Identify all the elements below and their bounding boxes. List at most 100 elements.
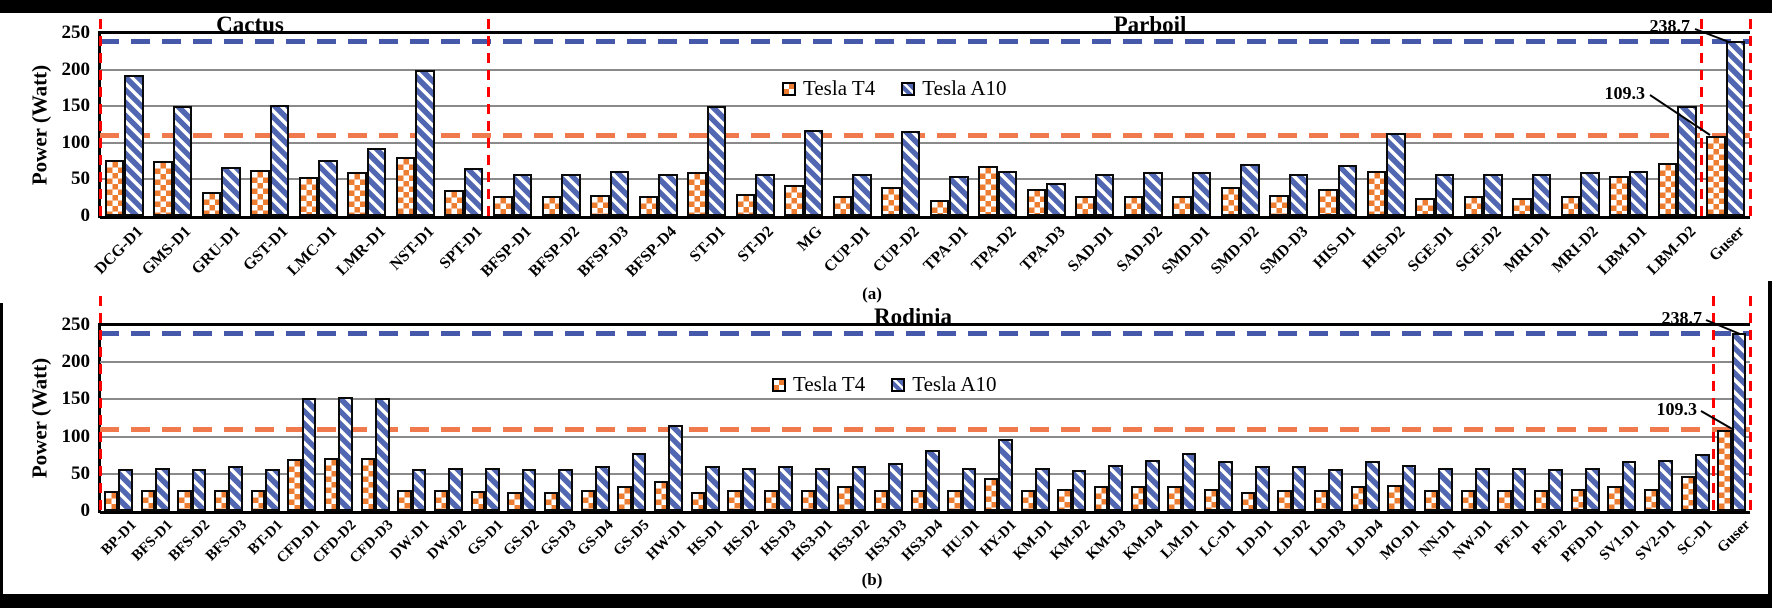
bar	[1269, 194, 1289, 216]
y-tick-label: 0	[80, 205, 91, 226]
bar	[1020, 490, 1035, 511]
bar	[609, 171, 630, 216]
bar	[301, 397, 317, 511]
bar	[1483, 173, 1503, 216]
bar	[1621, 461, 1637, 511]
bar	[1607, 486, 1622, 511]
gridline-200	[100, 68, 1750, 71]
bar	[1313, 490, 1329, 511]
gridline-50	[100, 178, 1750, 181]
bar	[558, 468, 573, 511]
bar	[961, 467, 977, 511]
gridline-150	[100, 105, 1750, 108]
bar	[444, 189, 464, 216]
x-category-label: Guser	[1713, 517, 1753, 557]
bar	[741, 467, 757, 511]
legend-item: Tesla A10	[891, 372, 997, 397]
bar	[1181, 452, 1197, 511]
y-tick-label: 250	[61, 22, 91, 43]
bar	[852, 174, 872, 216]
x-category-label: LM-D1	[1158, 517, 1203, 562]
bar	[103, 490, 119, 511]
bar	[1145, 460, 1160, 511]
bar	[837, 486, 852, 511]
bar	[617, 486, 632, 511]
x-category-label: GS-D1	[464, 517, 507, 559]
bar	[690, 492, 705, 511]
gridline-150	[100, 398, 1750, 401]
bar	[653, 481, 669, 511]
bar	[1350, 486, 1365, 511]
x-category-label: GS-D3	[537, 517, 580, 559]
bar	[124, 75, 144, 216]
bar	[1387, 484, 1402, 511]
bar	[1475, 467, 1490, 511]
bar	[347, 172, 367, 216]
legend: Tesla T4 Tesla A10	[772, 372, 997, 397]
bar	[1191, 172, 1212, 216]
y-tick-label: 50	[71, 168, 90, 190]
caption-panel-b: (b)	[861, 570, 883, 589]
bar	[375, 397, 390, 511]
annotation-value: 109.3	[1656, 399, 1698, 419]
bar	[1277, 490, 1292, 511]
frame-bottom-bar	[0, 594, 1772, 608]
y-tick-label: 100	[61, 131, 91, 153]
plot-top-border	[100, 323, 1750, 326]
bar	[658, 173, 678, 216]
bar	[997, 170, 1018, 216]
bar	[1585, 467, 1600, 511]
bar	[755, 174, 775, 216]
bar	[668, 424, 683, 511]
bar	[1423, 490, 1439, 511]
legend-item: Tesla T4	[772, 372, 865, 397]
bar	[910, 490, 925, 511]
x-category-label: NW-D1	[1450, 517, 1497, 563]
plot-top-border	[100, 31, 1750, 34]
bar	[1386, 133, 1406, 216]
annotation-value: 238.7	[1661, 308, 1703, 328]
bar	[1643, 488, 1659, 511]
bar	[1167, 486, 1182, 511]
legend-marker-tesla-a10	[901, 81, 916, 96]
y-tick-label: 250	[61, 314, 91, 335]
y-tick-label: 200	[61, 58, 91, 80]
bar	[269, 105, 290, 216]
bar	[590, 194, 610, 216]
bar	[201, 191, 222, 216]
bar	[177, 490, 192, 511]
bar	[1512, 197, 1532, 216]
bar	[1717, 429, 1732, 511]
bar	[338, 397, 353, 511]
ref-line-238.7	[100, 330, 1750, 336]
bar	[983, 477, 999, 511]
bar	[1218, 461, 1233, 511]
bar	[493, 195, 513, 216]
separator-line	[98, 2, 102, 216]
x-category-label: KM-D4	[1120, 517, 1167, 564]
legend-marker-tesla-t4	[772, 377, 786, 392]
ref-line-109.3	[100, 427, 1750, 433]
bar	[172, 106, 193, 216]
bar	[815, 467, 830, 511]
bar	[140, 490, 155, 511]
legend-label: Tesla T4	[803, 76, 876, 100]
y-tick-label: 150	[61, 388, 91, 410]
y-tick-label: 0	[80, 500, 91, 521]
bar	[778, 466, 793, 511]
section-title-rodinia: Rodinia	[874, 304, 952, 329]
bar	[1094, 173, 1115, 216]
bar	[832, 195, 853, 216]
x-category-label: LD-D3	[1307, 517, 1350, 560]
bar	[687, 172, 707, 216]
y-tick-label: 50	[71, 462, 90, 484]
bar	[705, 466, 720, 511]
bar	[1203, 488, 1219, 511]
bar	[595, 466, 610, 511]
bar	[998, 438, 1013, 511]
bar	[1463, 196, 1484, 216]
x-category-label: MO-D1	[1376, 517, 1423, 564]
bar	[250, 490, 265, 511]
bar	[228, 466, 243, 511]
x-category-label: KM-D2	[1046, 517, 1093, 564]
